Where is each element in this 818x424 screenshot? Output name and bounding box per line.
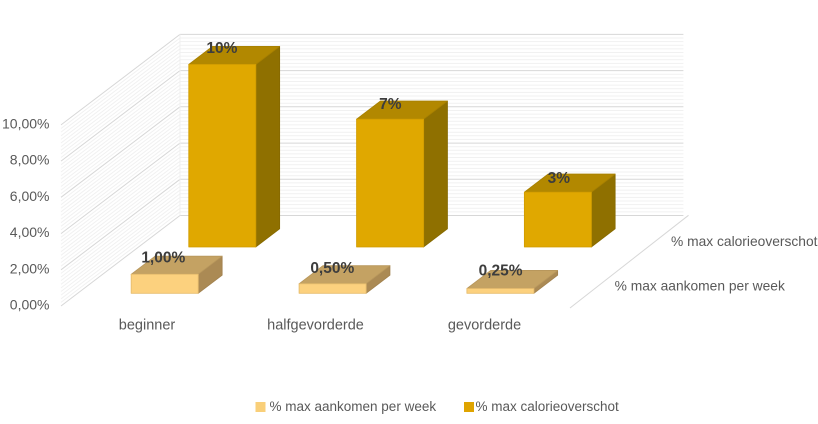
svg-text:8,00%: 8,00% [10, 152, 50, 168]
svg-text:% max calorieoverschot: % max calorieoverschot [476, 399, 620, 414]
svg-text:2,00%: 2,00% [10, 260, 50, 276]
svg-text:% max calorieoverschot: % max calorieoverschot [671, 234, 818, 249]
svg-text:10%: 10% [206, 40, 237, 57]
svg-text:4,00%: 4,00% [10, 224, 50, 240]
svg-text:% max aankomen per week: % max aankomen per week [270, 399, 437, 414]
svg-text:0,00%: 0,00% [10, 297, 50, 313]
svg-text:0,25%: 0,25% [479, 263, 523, 280]
svg-text:3%: 3% [548, 170, 571, 187]
svg-text:% max aankomen per week: % max aankomen per week [615, 279, 785, 294]
svg-text:10,00%: 10,00% [2, 116, 49, 132]
svg-text:6,00%: 6,00% [10, 188, 50, 204]
svg-text:gevorderde: gevorderde [448, 318, 521, 334]
svg-text:beginner: beginner [119, 318, 176, 334]
svg-text:0,50%: 0,50% [310, 260, 354, 277]
svg-text:1,00%: 1,00% [141, 249, 185, 266]
svg-text:7%: 7% [379, 96, 402, 113]
svg-text:halfgevorderde: halfgevorderde [267, 318, 364, 334]
